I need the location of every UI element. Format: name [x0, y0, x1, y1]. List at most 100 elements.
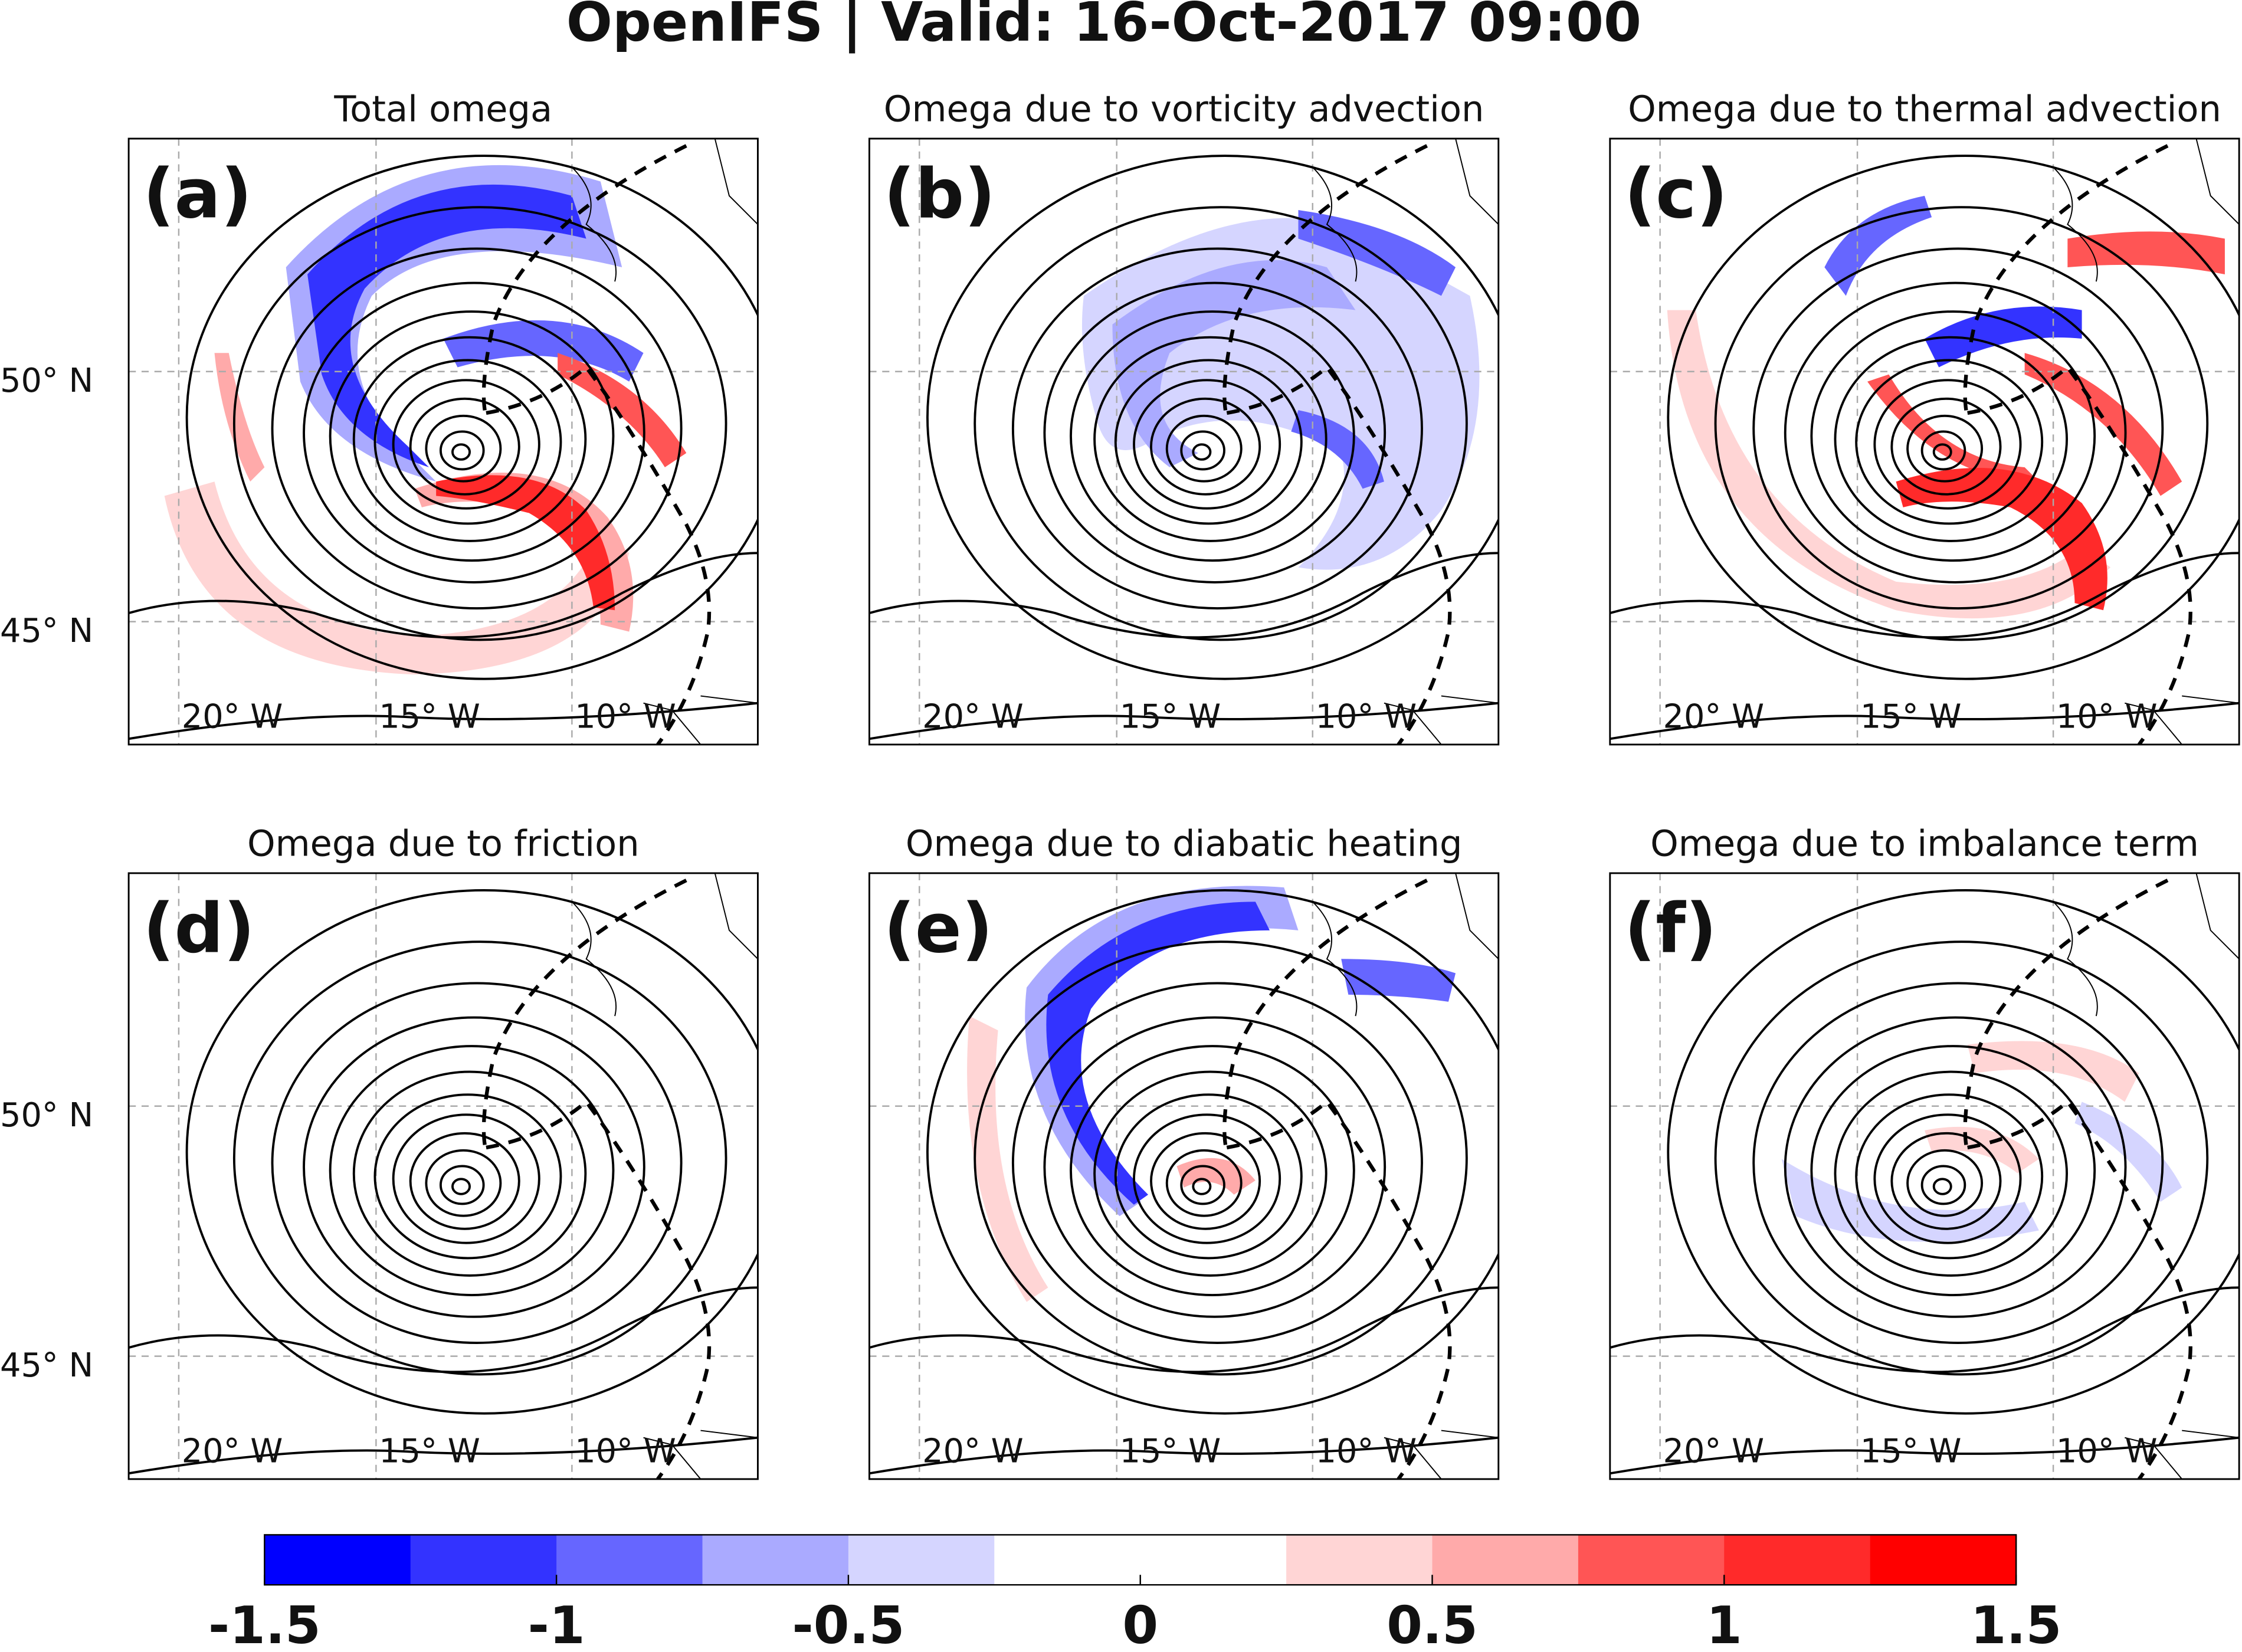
lon-label: 10° W	[575, 1432, 676, 1470]
contour	[1011, 982, 1423, 1344]
contour	[352, 1070, 587, 1277]
contour	[232, 206, 727, 641]
colorbar-tick-label: -0.5	[792, 1595, 905, 1652]
shading	[1867, 374, 2039, 482]
contour	[1855, 359, 2044, 525]
contour	[869, 1436, 1499, 1475]
contour	[1093, 1070, 1328, 1277]
map-content	[869, 873, 1499, 1479]
panel-label: (f)	[1624, 889, 1717, 968]
front	[1222, 879, 1452, 1479]
shading	[2024, 353, 2182, 496]
panel-frame	[127, 872, 759, 1480]
lon-label: 10° W	[1316, 697, 1417, 736]
shading	[1046, 902, 1270, 1205]
panel-label: (b)	[884, 154, 996, 234]
panel-label: (d)	[143, 889, 255, 968]
panel-title: Total omega	[333, 89, 552, 130]
map-panel	[129, 873, 758, 1479]
contour	[129, 702, 758, 740]
contour	[1752, 982, 2164, 1344]
map-content	[129, 873, 758, 1479]
contour	[303, 281, 645, 584]
map-panel	[129, 138, 758, 745]
lon-label: 10° W	[575, 697, 676, 736]
contour	[974, 940, 1468, 1376]
contour	[869, 552, 1499, 639]
shading	[164, 481, 630, 675]
contour	[1192, 443, 1212, 461]
lon-label: 10° W	[1316, 1432, 1417, 1470]
panel-frame	[127, 137, 759, 746]
map-content	[129, 138, 758, 745]
coast	[2053, 873, 2240, 1479]
panel-title: Omega due to thermal advection	[1628, 89, 2221, 130]
colorbar-bin	[1578, 1535, 1725, 1585]
contour	[1784, 281, 2127, 584]
shading	[1896, 467, 2107, 611]
contour	[1906, 1149, 1984, 1217]
contour	[451, 443, 471, 461]
panel-label: (c)	[1624, 154, 1728, 234]
colorbar-tick-label: 0.5	[1386, 1595, 1478, 1652]
colorbar-bin	[1432, 1535, 1579, 1585]
lon-label: 15° W	[1860, 697, 1962, 736]
lon-label: 15° W	[1860, 1432, 1962, 1470]
colorbar-tick-label: 1.5	[1971, 1595, 2062, 1652]
contour	[1610, 702, 2240, 740]
colorbar-bin	[848, 1535, 995, 1585]
lon-label: 20° W	[922, 697, 1024, 736]
contour	[1667, 155, 2240, 680]
lon-label: 20° W	[922, 1432, 1024, 1470]
contour	[1834, 1070, 2069, 1277]
contour	[1150, 1132, 1261, 1230]
contour	[1192, 1178, 1212, 1195]
shading	[1924, 306, 2082, 368]
panel-frame	[1609, 872, 2240, 1480]
panel-title: Omega due to friction	[247, 824, 640, 865]
coast	[571, 873, 758, 1479]
lat-label: 50° N	[0, 362, 93, 400]
coast	[2053, 138, 2240, 745]
contour	[1180, 430, 1225, 471]
colorbar-bin	[1870, 1535, 2017, 1585]
shading	[214, 353, 265, 482]
contour	[1165, 414, 1243, 483]
shading	[443, 320, 644, 382]
front	[1222, 144, 1452, 745]
contour	[392, 1113, 540, 1244]
colorbar-bin	[1140, 1535, 1287, 1585]
colorbar-bin	[1724, 1535, 1871, 1585]
contour	[409, 397, 520, 496]
contour	[185, 889, 758, 1415]
contour	[1133, 1113, 1281, 1244]
map-content	[1610, 873, 2240, 1479]
panel-title: Omega due to imbalance term	[1650, 824, 2199, 865]
colorbar-bin	[556, 1535, 703, 1585]
contour	[1114, 1093, 1303, 1260]
contour	[439, 430, 485, 471]
contour	[1114, 359, 1303, 525]
contour	[1133, 379, 1281, 510]
lon-label: 20° W	[182, 697, 283, 736]
contour	[451, 1178, 471, 1195]
shading	[1341, 959, 1456, 1002]
shading	[1667, 310, 2111, 619]
map-panel	[869, 138, 1499, 745]
contour	[926, 155, 1499, 680]
panel-label: (e)	[884, 889, 993, 968]
lon-label: 15° W	[1120, 697, 1221, 736]
contour	[409, 1132, 520, 1230]
contour	[1873, 379, 2022, 510]
shading	[1824, 195, 1932, 296]
map-content	[869, 138, 1499, 745]
panel-frame	[1609, 137, 2240, 746]
contour	[1752, 247, 2164, 609]
shading	[1298, 210, 1456, 296]
lat-label: 45° N	[0, 612, 93, 650]
contour	[1906, 414, 1984, 483]
front	[481, 144, 712, 745]
shading	[307, 184, 586, 468]
contour	[129, 1286, 758, 1374]
colorbar-bin	[702, 1535, 850, 1585]
